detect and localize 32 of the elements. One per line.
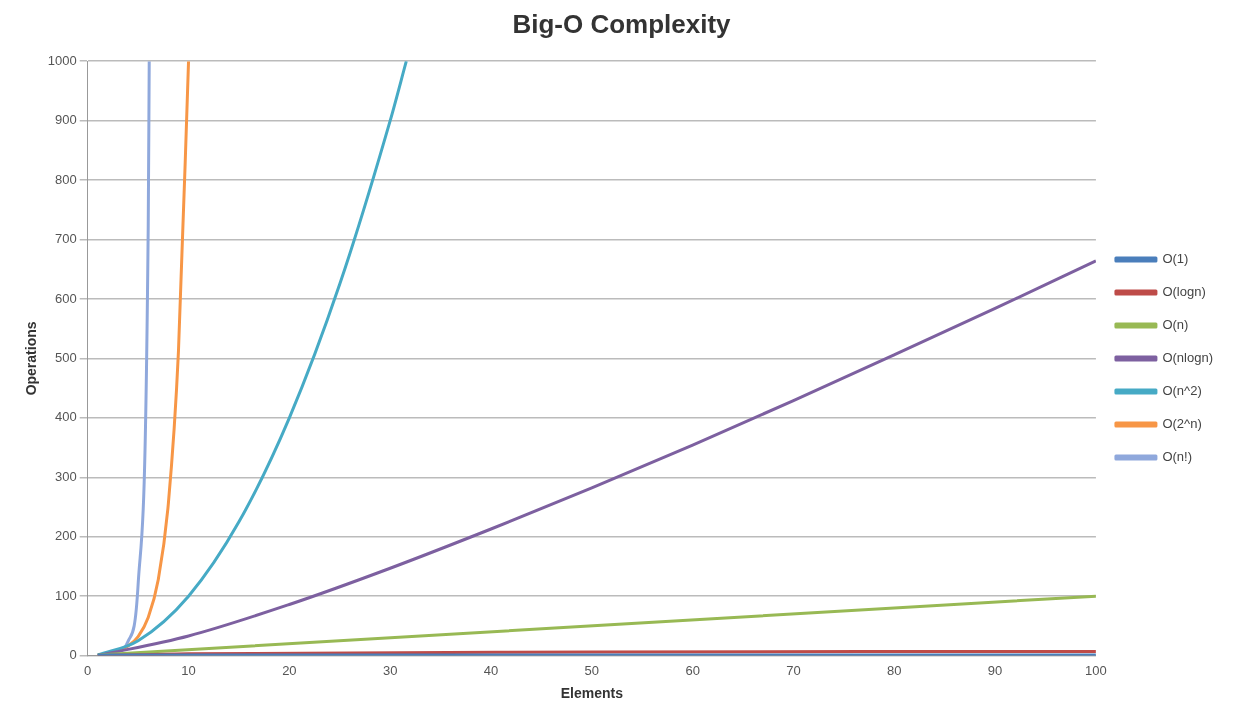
x-tick-label: 60 xyxy=(685,662,700,678)
y-tick-label: 200 xyxy=(55,528,77,544)
x-tick-label: 50 xyxy=(584,662,600,678)
y-tick-label: 800 xyxy=(55,171,77,187)
y-axis-title: Operations xyxy=(23,321,40,396)
y-tick-label: 300 xyxy=(55,468,77,484)
legend-label: O(n!) xyxy=(1162,449,1193,465)
x-axis-title: Elements xyxy=(560,685,624,702)
y-tick-label: 600 xyxy=(55,290,77,306)
legend-label: O(n) xyxy=(1162,317,1189,333)
chart-title: Big-O Complexity xyxy=(512,8,732,39)
legend-label: O(1) xyxy=(1162,251,1189,267)
legend-label: O(2^n) xyxy=(1162,416,1202,432)
y-tick-label: 700 xyxy=(55,231,77,247)
x-tick-label: 100 xyxy=(1085,662,1107,678)
y-tick-label: 1000 xyxy=(47,52,77,68)
y-tick-label: 0 xyxy=(69,647,77,663)
legend-label: O(n^2) xyxy=(1162,383,1202,399)
x-tick-label: 70 xyxy=(786,662,801,678)
x-tick-label: 40 xyxy=(483,662,499,678)
x-tick-label: 30 xyxy=(382,662,398,678)
y-tick-label: 100 xyxy=(55,587,77,603)
x-tick-label: 10 xyxy=(181,662,196,678)
y-tick-label: 900 xyxy=(55,112,77,128)
y-tick-label: 500 xyxy=(55,349,77,365)
legend-label: O(nlogn) xyxy=(1162,350,1213,366)
y-tick-label: 400 xyxy=(55,409,77,425)
x-tick-label: 90 xyxy=(987,662,1003,678)
x-tick-label: 80 xyxy=(887,662,902,678)
x-tick-label: 20 xyxy=(282,662,297,678)
legend-label: O(logn) xyxy=(1162,284,1206,300)
x-tick-label: 0 xyxy=(84,662,92,678)
